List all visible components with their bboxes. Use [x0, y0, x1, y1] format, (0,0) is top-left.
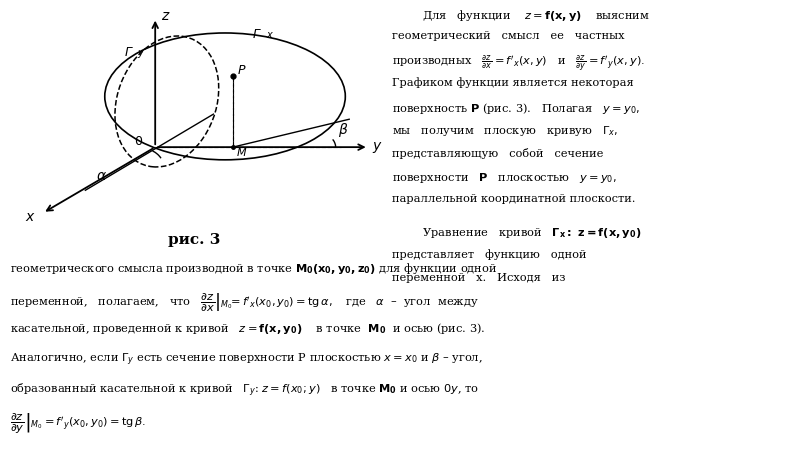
Text: P: P — [238, 64, 245, 77]
Text: представляющую   собой   сечение: представляющую собой сечение — [392, 148, 603, 158]
Text: представляет   функцию   одной: представляет функцию одной — [392, 249, 586, 260]
Text: α: α — [97, 169, 106, 183]
Text: y: y — [138, 48, 143, 58]
Text: параллельной координатной плоскости.: параллельной координатной плоскости. — [392, 194, 635, 204]
Text: x: x — [266, 30, 271, 40]
Text: Уравнение   кривой   $\mathbf{\Gamma_x{:}\ z = f(x,y_0)}$: Уравнение кривой $\mathbf{\Gamma_x{:}\ z… — [408, 226, 642, 240]
Text: мы   получим   плоскую   кривую   $\Gamma_x,$: мы получим плоскую кривую $\Gamma_x,$ — [392, 124, 618, 138]
Text: касательной, проведенной к кривой   $z = \mathbf{f(x,y_0)}$    в точке  $\mathbf: касательной, проведенной к кривой $z = \… — [10, 321, 485, 336]
Text: M: M — [237, 148, 246, 158]
Text: геометрического смысла производной в точке $\mathbf{M_0(x_0,y_0,z_0)}$ для функц: геометрического смысла производной в точ… — [10, 261, 497, 276]
Text: Г: Г — [124, 46, 131, 59]
Text: рис. 3: рис. 3 — [168, 233, 220, 247]
Text: $\left.\dfrac{\partial z}{\partial y}\right|_{M_0} = f'_y(x_0,y_0) = \mathrm{tg}: $\left.\dfrac{\partial z}{\partial y}\ri… — [10, 411, 146, 435]
Text: производных   $\frac{\partial z}{\partial x} = f'_x(x,y)$   и   $\frac{\partial : производных $\frac{\partial z}{\partial … — [392, 54, 645, 75]
Text: поверхности   $\mathbf{P}$   плоскостью   $y = y_0,$: поверхности $\mathbf{P}$ плоскостью $y =… — [392, 171, 617, 185]
Text: 0: 0 — [134, 135, 142, 148]
Text: переменной,   полагаем,   что   $\left.\dfrac{\partial z}{\partial x}\right|_{M_: переменной, полагаем, что $\left.\dfrac{… — [10, 291, 478, 313]
Text: переменной   х.   Исходя   из: переменной х. Исходя из — [392, 273, 566, 282]
Text: Аналогично, если $\Gamma_y$ есть сечение поверхности P плоскостью $x = x_0$ и $\: Аналогично, если $\Gamma_y$ есть сечение… — [10, 351, 482, 368]
Text: Г: Г — [252, 28, 259, 41]
Text: Для   функции    $z = \mathbf{f(x,y)}$    выясним: Для функции $z = \mathbf{f(x,y)}$ выясни… — [408, 8, 650, 22]
Text: y: y — [373, 139, 381, 153]
Text: z: z — [161, 9, 168, 23]
Text: поверхность $\mathbf{P}$ (рис. 3).   Полагая   $y = y_0,$: поверхность $\mathbf{P}$ (рис. 3). Полаг… — [392, 101, 640, 116]
Text: геометрический   смысл   ее   частных: геометрический смысл ее частных — [392, 31, 625, 41]
Text: β: β — [338, 123, 346, 137]
Text: x: x — [26, 210, 34, 224]
Text: образованный касательной к кривой   $\Gamma_y$: $z = f(x_0;y)$   в точке $\mathb: образованный касательной к кривой $\Gamm… — [10, 381, 479, 399]
Text: Графиком функции является некоторая: Графиком функции является некоторая — [392, 78, 634, 88]
